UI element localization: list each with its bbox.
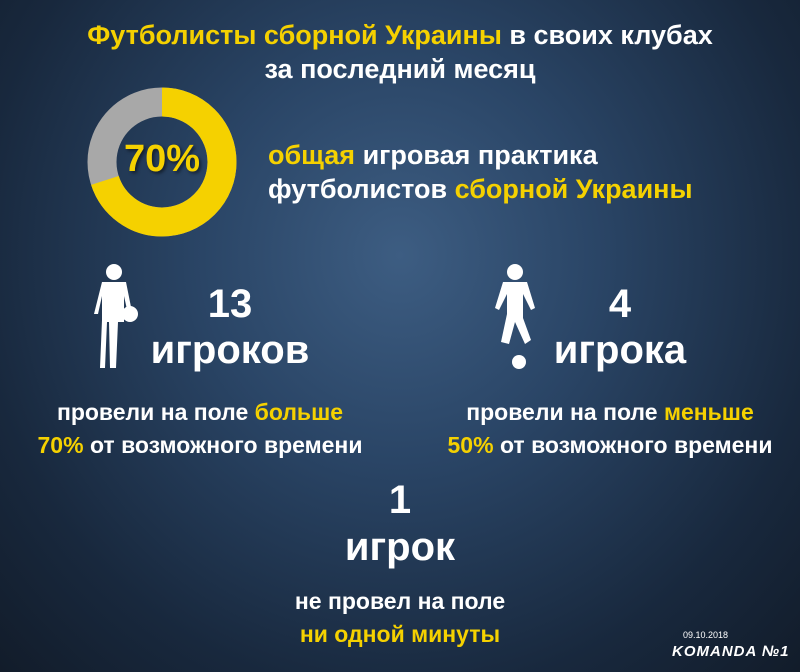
page-title: Футболисты сборной Украины в своих клуба… (0, 18, 800, 86)
right-d2: от возможного времени (493, 432, 773, 458)
right-unit: игрока (553, 328, 687, 372)
right-d2h: 50% (447, 432, 494, 458)
bottom-description: не провел на поле ни одной минуты (250, 585, 550, 651)
left-d2: от возможного времени (83, 432, 363, 458)
title-rest: в своих клубах (501, 20, 713, 50)
right-count: 4 (608, 282, 632, 326)
title-highlight: Футболисты сборной Украины (87, 20, 502, 50)
practice-w3: футболистов (268, 174, 455, 204)
donut-label: 70% (123, 138, 201, 180)
left-d2h: 70% (37, 432, 84, 458)
date: 09.10.2018 (683, 630, 729, 640)
practice-w1: общая (268, 140, 356, 170)
practice-w2: игровая практика (355, 140, 598, 170)
practice-w4: сборной Украины (454, 174, 693, 204)
bottom-unit: игрок (344, 525, 456, 569)
bottom-d1: не провел на поле (294, 588, 506, 614)
left-d1: провели на поле (56, 399, 255, 425)
left-count: 13 (207, 282, 253, 326)
donut-filled-segment (87, 87, 237, 237)
left-description: провели на поле больше 70% от возможного… (20, 396, 380, 462)
left-unit: игроков (150, 328, 310, 372)
bottom-d2h: ни одной минуты (299, 621, 501, 647)
komanda-logo: KOMANDA №1 (672, 643, 790, 660)
title-line2: за последний месяц (264, 54, 536, 84)
player-kicking-icon (495, 264, 535, 369)
practice-caption: общая игровая практика футболистов сборн… (268, 138, 693, 206)
right-description: провели на поле меньше 50% от возможного… (420, 396, 800, 462)
right-d1: провели на поле (466, 399, 664, 425)
left-d1h: больше (254, 399, 344, 425)
player-standing-icon (94, 264, 138, 368)
bottom-count: 1 (388, 478, 412, 522)
donut-chart (87, 87, 237, 237)
right-d1h: меньше (663, 399, 754, 425)
